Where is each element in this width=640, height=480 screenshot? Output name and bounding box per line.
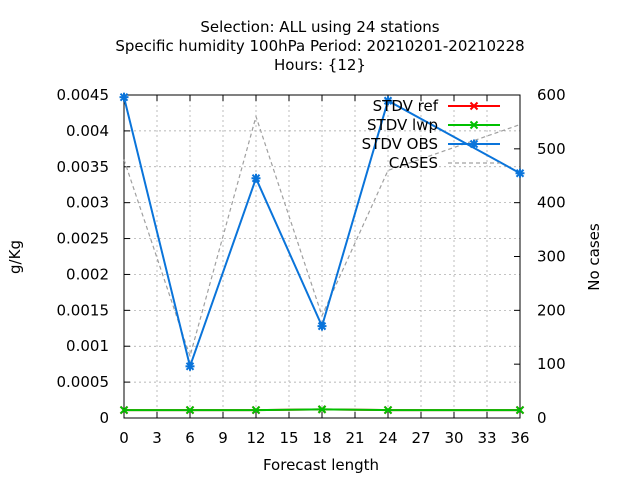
y2-tick-label: 200 — [537, 301, 566, 319]
x-tick-label: 6 — [185, 429, 195, 447]
x-tick-label: 12 — [246, 429, 265, 447]
x-tick-label: 3 — [152, 429, 162, 447]
x-tick-label: 30 — [444, 429, 463, 447]
data-point-stdv-obs — [383, 96, 393, 106]
data-point-stdv-lwp — [185, 405, 195, 415]
legend-marker-stdv-lwp — [469, 120, 479, 130]
x-tick-label: 15 — [279, 429, 298, 447]
y2-tick-label: 0 — [537, 409, 547, 427]
y-tick-label: 0.0015 — [57, 301, 110, 319]
data-point-stdv-lwp — [119, 405, 129, 415]
x-tick-label: 0 — [119, 429, 129, 447]
x-tick-label: 33 — [477, 429, 496, 447]
series-line-stdv-lwp — [124, 408, 520, 412]
y-tick-label: 0 — [99, 409, 109, 427]
legend-label-stdv-lwp: STDV lwp — [367, 116, 438, 134]
legend-label-stdv-ref: STDV ref — [373, 97, 439, 115]
data-point-stdv-lwp — [317, 405, 327, 414]
x-tick-label: 36 — [510, 429, 529, 447]
y-tick-label: 0.0025 — [57, 230, 110, 248]
series-layer — [119, 92, 525, 415]
y-axis-label: g/Kg — [6, 240, 24, 274]
y-tick-label: 0.0035 — [57, 158, 110, 176]
x-tick-label: 24 — [378, 429, 397, 447]
x-tick-label: 9 — [218, 429, 228, 447]
data-point-stdv-obs — [185, 361, 195, 371]
legend-label-cases: CASES — [389, 154, 438, 172]
y2-tick-label: 400 — [537, 194, 566, 212]
data-point-stdv-obs — [515, 168, 525, 178]
y2-tick-label: 100 — [537, 355, 566, 373]
data-point-stdv-lwp — [383, 405, 393, 415]
x-tick-label: 21 — [345, 429, 364, 447]
y2-tick-label: 600 — [537, 86, 566, 104]
title-line-2: Specific humidity 100hPa Period: 2021020… — [115, 37, 524, 55]
y2-axis-label: No cases — [585, 223, 603, 291]
title-line-3: Hours: {12} — [274, 56, 366, 74]
title-line-1: Selection: ALL using 24 stations — [200, 18, 439, 36]
series-line-stdv-obs — [123, 96, 521, 370]
y-tick-label: 0.004 — [66, 122, 109, 140]
data-point-stdv-obs — [251, 173, 261, 183]
y-tick-label: 0.0045 — [57, 86, 110, 104]
x-tick-label: 27 — [411, 429, 430, 447]
x-tick-label: 18 — [312, 429, 331, 447]
y-tick-label: 0.002 — [66, 265, 109, 283]
data-point-stdv-obs — [119, 92, 129, 102]
data-point-stdv-obs — [317, 321, 327, 331]
legend-marker-stdv-obs — [469, 139, 479, 149]
y2-tick-label: 500 — [537, 140, 566, 158]
legend-label-stdv-obs: STDV OBS — [362, 135, 438, 153]
x-axis-label: Forecast length — [263, 456, 379, 474]
y-tick-label: 0.001 — [66, 337, 109, 355]
data-point-stdv-lwp — [251, 405, 261, 415]
grid — [124, 95, 520, 418]
y2-tick-label: 300 — [537, 248, 566, 266]
y-tick-label: 0.0005 — [57, 373, 110, 391]
series-line-cases — [123, 114, 521, 359]
chart-title: Selection: ALL using 24 stations Specifi… — [115, 18, 524, 74]
legend-marker-stdv-ref — [469, 101, 479, 111]
data-point-stdv-lwp — [515, 405, 525, 415]
y-tick-label: 0.003 — [66, 194, 109, 212]
axes: 0 3 6 9 12 15 18 21 24 27 30 33 3600.00050.0010.0015… — [57, 86, 566, 447]
